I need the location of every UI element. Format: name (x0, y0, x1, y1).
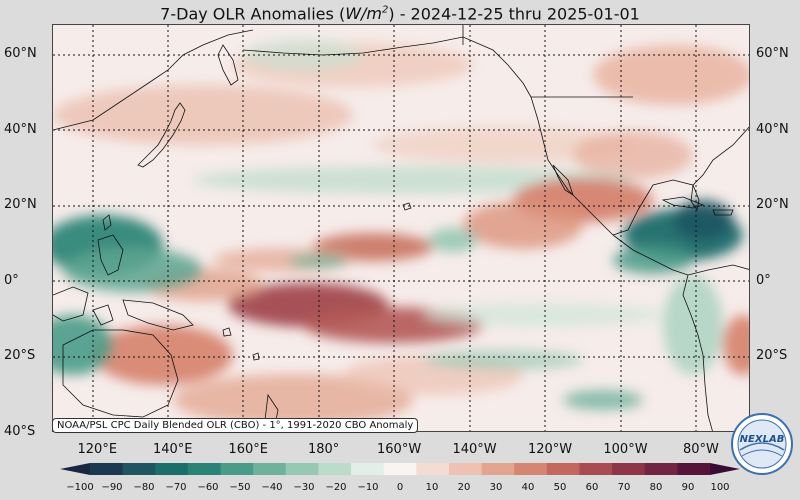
colorbar-arrow-high (710, 463, 740, 475)
title-unit-base: W/m (345, 4, 382, 24)
colorbar-cell (546, 463, 580, 475)
logo-text: NEXLAB (740, 434, 785, 445)
latitude-label: 20°N (756, 197, 789, 213)
colorbar-cell (579, 463, 613, 475)
coastlines (53, 25, 749, 431)
latitude-label: 40°N (4, 121, 37, 137)
longitude-label: 160°E (228, 442, 268, 457)
colorbar-tick-label: −70 (165, 482, 187, 493)
colorbar-cell (612, 463, 646, 475)
colorbar-cell (90, 463, 124, 475)
colorbar-cell (644, 463, 678, 475)
colorbar-cell (481, 463, 515, 475)
colorbar-tick-label: −10 (357, 482, 379, 493)
longitude-label: 80°W (682, 442, 719, 457)
colorbar-tick-label: 20 (457, 482, 471, 493)
longitude-label: 180° (307, 442, 340, 457)
colorbar-cell (416, 463, 450, 475)
nexlab-logo: NEXLAB (731, 413, 793, 475)
colorbar-tick-label: 40 (521, 482, 535, 493)
longitude-label: 160°W (377, 442, 422, 457)
longitude-label: 100°W (603, 442, 648, 457)
latitude-label: 0° (4, 272, 19, 288)
colorbar-tick-label: −30 (293, 482, 315, 493)
longitude-label: 120°E (77, 442, 118, 457)
olr-anomaly-map (52, 24, 750, 432)
latitude-label: 60°N (4, 46, 37, 62)
latitude-label: 40°S (4, 424, 36, 439)
latitude-label: 20°N (4, 197, 37, 213)
colorbar-cell (351, 463, 385, 475)
colorbar-tick-label: 0 (396, 482, 404, 493)
colorbar-tick-label: −40 (261, 482, 283, 493)
map-title: 7-Day OLR Anomalies (W/m2) - 2024-12-25 … (0, 0, 800, 24)
colorbar-cell (677, 463, 711, 475)
longitude-label: 120°W (527, 442, 573, 457)
colorbar-tick-label: −100 (66, 482, 94, 493)
colorbar-cell (383, 463, 417, 475)
colorbar-cell (514, 463, 548, 475)
latitude-label: 20°S (756, 348, 788, 364)
colorbar-cell (253, 463, 287, 475)
colorbar-tick-label: 70 (617, 482, 631, 493)
colorbar-tick-label: 80 (649, 482, 663, 493)
colorbar-cell (122, 463, 156, 475)
title-suffix: ) - 2024-12-25 thru 2025-01-01 (388, 4, 640, 24)
colorbar-tick-label: 30 (489, 482, 503, 493)
colorbar-cell (220, 463, 254, 475)
colorbar-cell (285, 463, 319, 475)
colorbar-cell (155, 463, 189, 475)
colorbar-cells (60, 463, 740, 475)
title-prefix: 7-Day OLR Anomalies ( (160, 4, 346, 24)
colorbar-tick-label: 90 (681, 482, 695, 493)
colorbar-tick-label: 100 (710, 482, 730, 493)
colorbar-tick-label: 60 (585, 482, 599, 493)
colorbar-tick-label: 10 (425, 482, 439, 493)
colorbar-tick-label: −80 (133, 482, 155, 493)
latitude-label: 0° (756, 272, 771, 288)
latitude-label: 20°S (4, 348, 36, 364)
colorbar (60, 463, 740, 475)
graticule (53, 25, 749, 431)
latitude-label: 60°N (756, 46, 789, 62)
colorbar-tick-label: −90 (101, 482, 123, 493)
colorbar-tick-label: −60 (197, 482, 219, 493)
colorbar-tick-label: 50 (553, 482, 567, 493)
longitude-label: 140°W (452, 442, 497, 457)
anomaly-field (53, 39, 749, 426)
colorbar-cell (187, 463, 222, 475)
colorbar-cell (318, 463, 352, 475)
map-canvas (53, 25, 749, 431)
data-credit: NOAA/PSL CPC Daily Blended OLR (CBO) - 1… (52, 418, 419, 433)
colorbar-tick-label: −20 (325, 482, 347, 493)
colorbar-tick-label: −50 (229, 482, 251, 493)
colorbar-cell (448, 463, 483, 475)
colorbar-arrow-low (60, 463, 90, 475)
longitude-label: 140°E (152, 442, 193, 457)
title-unit-exp: 2 (381, 5, 389, 16)
latitude-label: 40°N (756, 121, 789, 137)
